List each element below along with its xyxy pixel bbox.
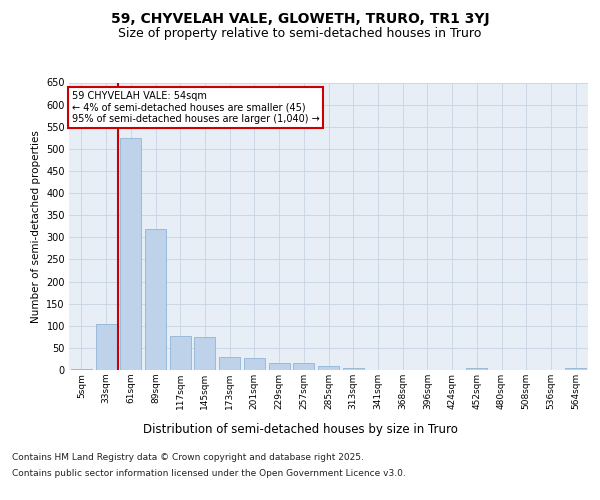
- Bar: [219, 356, 240, 370]
- Text: Contains HM Land Registry data © Crown copyright and database right 2025.: Contains HM Land Registry data © Crown c…: [12, 454, 364, 462]
- Y-axis label: Number of semi-detached properties: Number of semi-detached properties: [31, 130, 41, 322]
- Bar: [120, 138, 141, 370]
- Bar: [194, 337, 215, 370]
- Bar: [565, 368, 586, 370]
- Text: Size of property relative to semi-detached houses in Truro: Size of property relative to semi-detach…: [118, 28, 482, 40]
- Bar: [170, 336, 191, 370]
- Bar: [145, 230, 166, 370]
- Bar: [318, 366, 339, 370]
- Bar: [343, 368, 364, 370]
- Text: Distribution of semi-detached houses by size in Truro: Distribution of semi-detached houses by …: [143, 422, 457, 436]
- Bar: [71, 368, 92, 370]
- Bar: [269, 363, 290, 370]
- Text: 59 CHYVELAH VALE: 54sqm
← 4% of semi-detached houses are smaller (45)
95% of sem: 59 CHYVELAH VALE: 54sqm ← 4% of semi-det…: [71, 91, 319, 124]
- Bar: [466, 368, 487, 370]
- Bar: [244, 358, 265, 370]
- Bar: [95, 324, 116, 370]
- Text: Contains public sector information licensed under the Open Government Licence v3: Contains public sector information licen…: [12, 468, 406, 477]
- Text: 59, CHYVELAH VALE, GLOWETH, TRURO, TR1 3YJ: 59, CHYVELAH VALE, GLOWETH, TRURO, TR1 3…: [110, 12, 490, 26]
- Bar: [293, 364, 314, 370]
